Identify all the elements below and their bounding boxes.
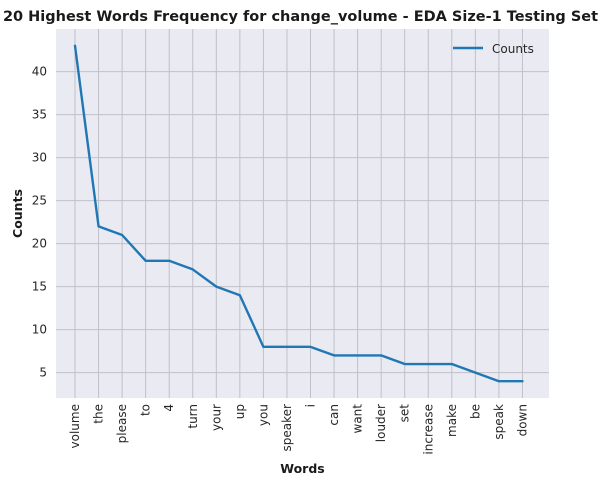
x-tick-label: up xyxy=(233,404,247,419)
legend: Counts xyxy=(453,42,534,56)
series-line-counts xyxy=(73,44,524,383)
y-tick-label: 25 xyxy=(32,194,47,208)
y-tick-label: 40 xyxy=(32,65,47,79)
series-layer xyxy=(73,44,524,383)
x-tick-label: 4 xyxy=(162,404,176,412)
x-axis-label: Words xyxy=(280,461,324,476)
x-tick-label: make xyxy=(445,404,459,437)
y-tick-label: 20 xyxy=(32,237,47,251)
x-tick-label: can xyxy=(327,404,341,426)
x-tick-label: set xyxy=(398,404,412,423)
x-tick-label: speaker xyxy=(280,404,294,452)
x-tick-label: want xyxy=(351,404,365,434)
x-tick-label: to xyxy=(139,404,153,416)
x-gridlines xyxy=(74,29,523,398)
y-tick-labels: 5 10 15 20 25 30 35 40 xyxy=(32,65,47,380)
x-tick-label: you xyxy=(256,404,270,426)
x-tick-label: volume xyxy=(68,404,82,448)
x-tick-label: increase xyxy=(421,404,435,455)
y-tick-label: 15 xyxy=(32,280,47,294)
y-tick-label: 35 xyxy=(32,108,47,122)
x-tick-label: please xyxy=(115,404,129,443)
legend-label-counts: Counts xyxy=(492,42,534,56)
plot-background xyxy=(56,29,549,398)
x-tick-label: louder xyxy=(374,404,388,442)
x-tick-label: down xyxy=(515,404,529,436)
x-tick-label: be xyxy=(468,404,482,419)
y-tick-label: 30 xyxy=(32,151,47,165)
x-tick-labels: volume the please to 4 turn your up you speaker i c… xyxy=(68,404,529,455)
chart-title: 20 Highest Words Frequency for change_vo… xyxy=(3,9,598,25)
y-gridlines xyxy=(56,71,549,374)
x-tick-label: turn xyxy=(186,404,200,429)
y-tick-label: 10 xyxy=(32,323,47,337)
x-tick-label: speak xyxy=(492,404,506,440)
x-tick-label: your xyxy=(209,404,223,431)
x-tick-label: i xyxy=(304,404,318,407)
x-tick-label: the xyxy=(92,404,106,424)
y-tick-label: 5 xyxy=(39,366,47,380)
y-axis-label: Counts xyxy=(10,189,25,238)
